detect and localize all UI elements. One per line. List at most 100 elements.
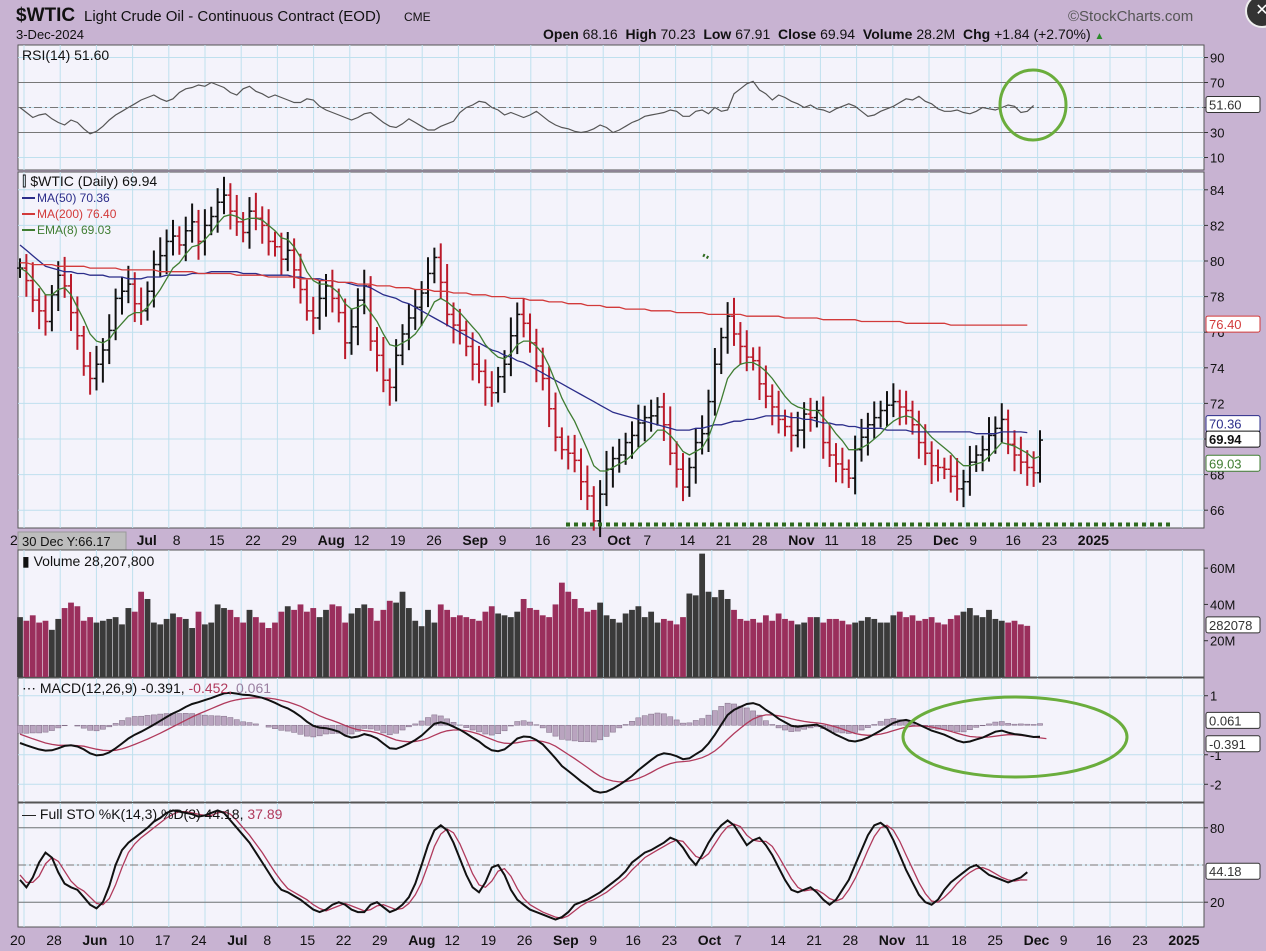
volume-bar (112, 617, 119, 677)
date-axis-top-label: 7 (643, 532, 651, 548)
price-bar (495, 366, 502, 403)
price-bar (871, 401, 878, 439)
volume-bar (578, 608, 584, 677)
price-bar (520, 298, 527, 338)
ma50-line (19, 244, 1028, 435)
price-bar (501, 350, 508, 393)
price-bar (1011, 430, 1018, 472)
volume-bar (966, 608, 973, 677)
date-axis-top-label: 16 (535, 532, 551, 548)
price-ytick-label: 72 (1210, 396, 1224, 411)
price-bar (629, 421, 635, 459)
macd-histogram-bar (469, 724, 476, 731)
volume-bar (278, 611, 285, 677)
macd-histogram-bar (125, 717, 132, 726)
macd-histogram-bar (1037, 723, 1043, 726)
volume-bar (686, 593, 693, 677)
macd-ytick-label: -1 (1210, 748, 1222, 763)
price-ytick-label: 66 (1210, 503, 1224, 518)
volume-bar (501, 615, 508, 677)
macd-ytick-label: -2 (1210, 777, 1222, 792)
volume-bar (699, 553, 706, 677)
macd-histogram-bar (763, 720, 769, 726)
macd-histogram-bar (648, 713, 654, 726)
price-bar (195, 209, 202, 260)
low-value: 67.91 (735, 26, 771, 42)
macd-legend: ⋯ MACD(12,26,9) -0.391, -0.452, 0.061 (22, 680, 271, 696)
volume-bar (221, 608, 227, 677)
volume-bar (252, 617, 259, 677)
sto-ytick-label: 20 (1210, 895, 1224, 910)
macd-value: ⋯ MACD(12,26,9) -0.391, (22, 680, 189, 696)
price-bar (947, 455, 954, 493)
macd-line (19, 691, 1041, 794)
source-credit[interactable]: ©StockCharts.com (1068, 8, 1194, 25)
price-bar (673, 441, 680, 488)
date-axis-bottom-label: 9 (589, 932, 597, 948)
date-axis-top-label: 23 (571, 532, 587, 548)
macd-histogram-bar (138, 715, 144, 726)
volume-bar (138, 591, 145, 677)
date-axis-top-label: 12 (354, 532, 370, 548)
price-bar (737, 322, 744, 365)
price-bars (17, 176, 1043, 538)
price-bar (1024, 450, 1031, 486)
volume-bar (182, 618, 189, 677)
price-bar (208, 206, 215, 236)
price-bar (507, 317, 514, 377)
volume-bar (495, 613, 502, 677)
price-bar (399, 324, 406, 366)
price-bar (533, 328, 540, 383)
macd-histogram-bar (590, 724, 597, 743)
price-bar (456, 308, 463, 345)
volume-bar (667, 620, 674, 677)
volume-bar (380, 609, 387, 677)
volume-bar (74, 606, 81, 677)
volume-bar (979, 617, 986, 677)
macd-histogram-bar (546, 724, 552, 733)
low-label: Low (703, 26, 732, 42)
macd-histogram-bar (399, 724, 406, 731)
date-axis-bottom-label: 14 (770, 932, 786, 948)
volume-ytick-label: 60M (1210, 561, 1235, 576)
volume-bar (329, 604, 336, 677)
price-ytick-label: 84 (1210, 183, 1224, 198)
volume-bar (240, 622, 247, 677)
volume-bar (603, 615, 610, 677)
price-bar (119, 277, 125, 315)
close-label: Close (778, 26, 817, 42)
volume-bar (820, 622, 827, 677)
macd-histogram-bar (42, 724, 49, 733)
volume-bar (476, 620, 482, 677)
macd-histogram-bar (775, 724, 782, 729)
macd-histogram-bar (189, 713, 195, 726)
close-icon[interactable]: ✕ (1245, 0, 1266, 28)
macd-histogram-bar (444, 718, 450, 726)
price-bar (80, 325, 87, 376)
volume-bar (87, 617, 94, 677)
macd-histogram-bar (265, 724, 272, 728)
volume-bar (520, 598, 527, 677)
volume-bar (163, 618, 170, 677)
price-bar (476, 345, 482, 384)
volume-bar (450, 617, 457, 677)
macd-hist-tag: 0.061 (1209, 713, 1242, 728)
date-axis-bottom-label: 8 (263, 932, 271, 948)
volume-bar (201, 624, 208, 677)
volume-bar (750, 618, 757, 677)
price-bar (884, 391, 890, 427)
ma50-legend: MA(50) 70.36 (37, 191, 110, 205)
exchange-label: CME (404, 10, 431, 24)
macd-histogram-bar (335, 724, 342, 734)
ma200-legend: MA(200) 76.40 (37, 207, 117, 221)
date-axis-bottom-label: 23 (662, 932, 678, 948)
price-bar (769, 384, 776, 426)
volume-bar (756, 622, 763, 677)
date-axis-bottom-label: 19 (481, 932, 497, 948)
volume-bar (896, 611, 903, 677)
volume-bar (903, 617, 910, 677)
date-axis-bottom-label: 28 (46, 932, 62, 948)
price-bar (680, 453, 686, 502)
date-axis-top-label: 21 (716, 532, 732, 548)
